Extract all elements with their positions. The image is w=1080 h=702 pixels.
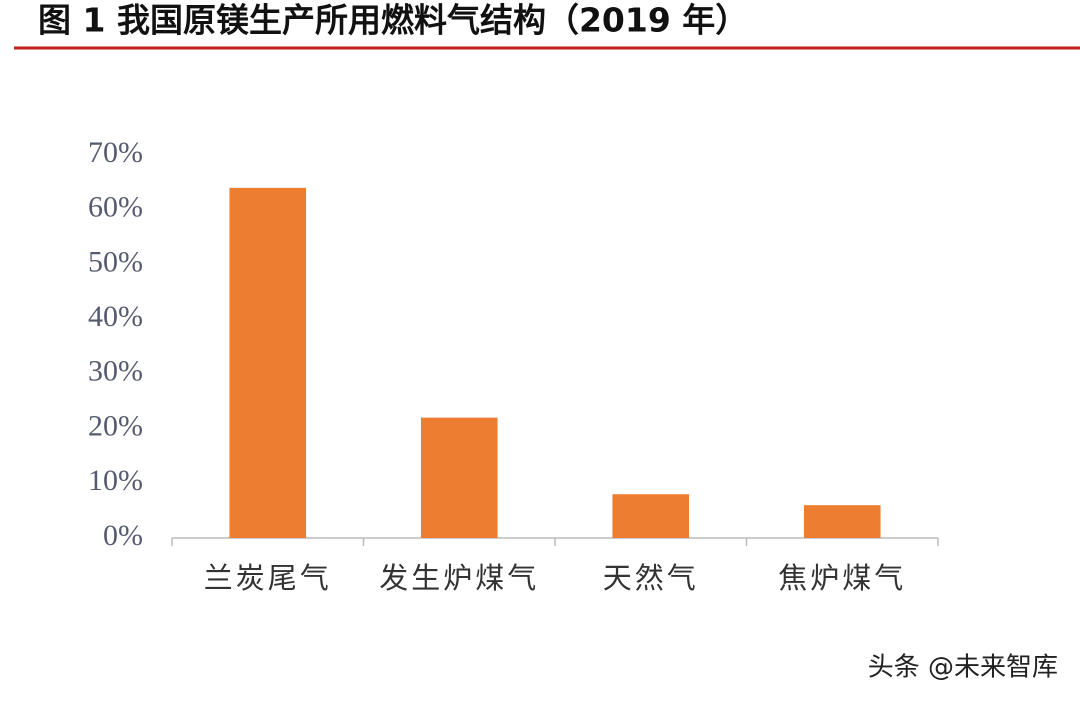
x-tick-label: 发生炉煤气	[379, 561, 539, 595]
y-tick-label: 30%	[88, 355, 143, 388]
y-tick-label: 20%	[88, 409, 143, 442]
y-tick-label: 50%	[88, 245, 143, 278]
y-tick-label: 40%	[88, 300, 143, 333]
bar	[612, 494, 690, 538]
y-tick-label: 0%	[103, 519, 143, 552]
watermark: 头条 @未来智库	[868, 653, 1058, 683]
x-tick-label: 焦炉煤气	[778, 561, 906, 595]
y-tick-label: 60%	[88, 191, 143, 224]
y-tick-label: 70%	[88, 136, 143, 169]
bar	[420, 417, 498, 538]
chart-title: 图 1 我国原镁生产所用燃料气结构（2019 年）	[38, 1, 748, 40]
bar	[229, 187, 307, 539]
x-tick-label: 兰炭尾气	[204, 561, 332, 595]
y-tick-label: 10%	[88, 464, 143, 497]
bar	[803, 505, 881, 538]
x-tick-label: 天然气	[603, 561, 699, 595]
